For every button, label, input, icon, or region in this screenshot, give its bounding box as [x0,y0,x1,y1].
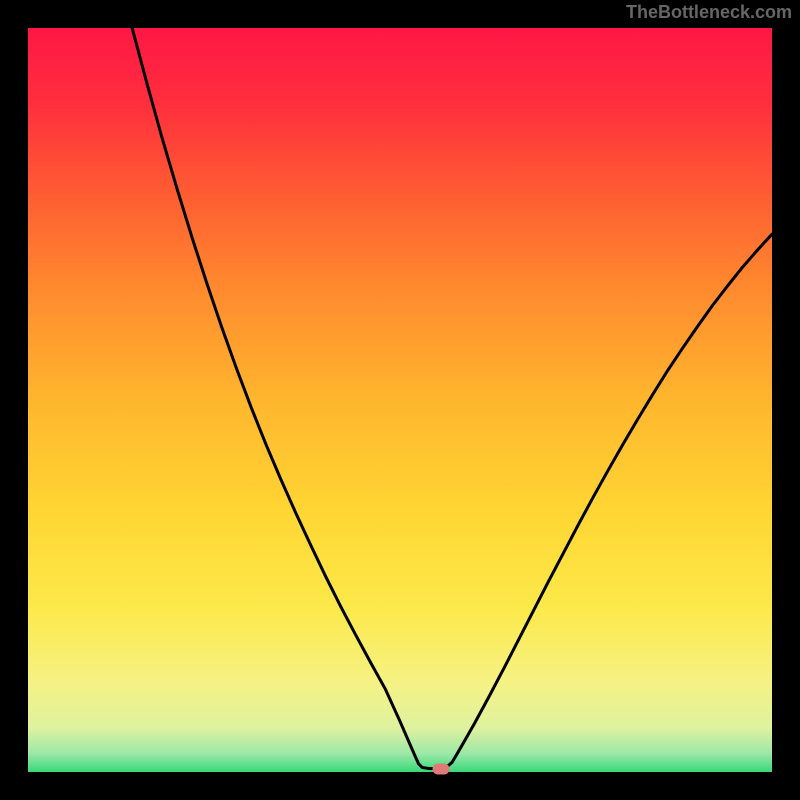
curve-svg [28,28,772,772]
curve-right-branch [445,234,772,769]
minimum-marker [432,764,449,775]
curve-left-branch [132,28,444,769]
watermark-text: TheBottleneck.com [626,2,792,23]
plot-area [28,28,772,772]
chart-container: TheBottleneck.com [0,0,800,800]
